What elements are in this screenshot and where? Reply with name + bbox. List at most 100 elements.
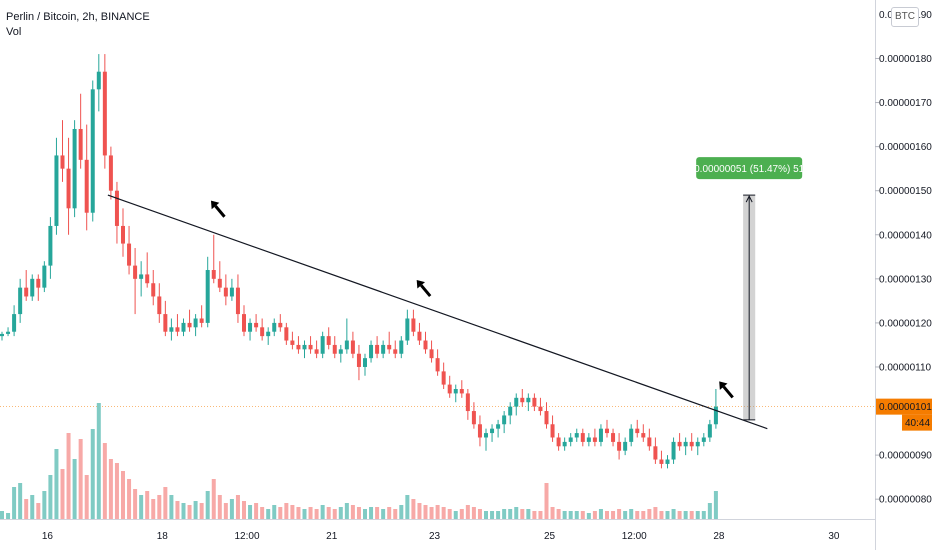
volume-bar: [471, 507, 476, 519]
measure-label-bg: [696, 157, 803, 180]
volume-bar: [0, 511, 4, 519]
candle-body: [84, 159, 89, 213]
volume-bar: [363, 509, 367, 519]
arrow-marker-icon: [416, 279, 432, 298]
volume-bar: [665, 511, 670, 519]
volume-bar: [532, 511, 537, 519]
candle-body: [102, 71, 107, 156]
candle-body: [356, 353, 361, 367]
volume-bar: [242, 501, 246, 519]
candle-body: [490, 428, 495, 434]
volume-bar: [369, 507, 374, 519]
volume-bar: [647, 509, 652, 519]
candle-body: [151, 283, 156, 297]
candle-body: [326, 336, 331, 345]
volume-bar: [568, 511, 573, 519]
arrow-head: [210, 200, 220, 210]
candle-body: [163, 314, 168, 332]
candle-body: [96, 71, 101, 90]
volume-bar: [320, 505, 325, 519]
volume-bar: [326, 507, 331, 519]
candle-body: [562, 441, 567, 447]
candle-body: [617, 441, 622, 451]
volume-bar: [114, 463, 119, 519]
candle-body: [393, 349, 398, 354]
candle-body: [350, 340, 355, 354]
candle-body: [623, 441, 628, 451]
y-tick-label: 0.00000130: [879, 274, 932, 285]
volume-bar: [235, 495, 240, 519]
volume-bar: [393, 509, 398, 519]
candle-body: [459, 389, 464, 394]
measure-label: 0.00000051 (51.47%) 51: [694, 164, 805, 175]
candle-body: [363, 358, 367, 367]
candle-body: [568, 437, 573, 442]
candle-body: [387, 344, 392, 350]
currency-badge[interactable]: BTC: [891, 7, 919, 27]
volume-bar: [350, 505, 355, 519]
candle-body: [278, 322, 283, 328]
volume-bar: [580, 511, 585, 519]
volume-bar: [453, 511, 458, 519]
volume-bar: [556, 509, 561, 519]
volume-bar: [707, 503, 712, 519]
volume-bar: [187, 505, 192, 519]
candle-body: [713, 406, 718, 425]
candle-body: [381, 344, 386, 354]
candle-body: [435, 358, 440, 372]
candle-body: [344, 340, 349, 350]
candle-body: [284, 327, 289, 341]
candle-body: [338, 349, 343, 354]
volume-bar: [266, 509, 271, 519]
volume-bar: [314, 509, 319, 519]
volume-bar: [260, 507, 265, 519]
volume-bar: [248, 505, 253, 519]
volume-bar: [42, 491, 47, 519]
price-axis[interactable]: 0.00000080 0.00000090 0.00000110 0.00000120…: [875, 10, 932, 506]
volume-bar: [84, 475, 89, 519]
volume-bar: [429, 507, 434, 519]
candle-body: [683, 441, 688, 447]
candle-body: [54, 155, 59, 226]
candle-body: [532, 397, 537, 407]
volume-bar: [526, 509, 531, 519]
candle-body: [411, 318, 416, 332]
volume-bar: [72, 459, 77, 519]
volume-bar: [30, 495, 35, 519]
volume-bar: [163, 487, 168, 519]
y-tick-label: 0.00000170: [879, 98, 932, 109]
candle-body: [223, 287, 228, 297]
candle-body: [193, 318, 198, 328]
volume-bar: [641, 511, 646, 519]
volume-bar: [193, 501, 198, 519]
candle-body: [671, 441, 676, 460]
volume-bar: [344, 503, 349, 519]
candle-body: [538, 406, 543, 412]
time-axis[interactable]: 16 18 12:00 21 23 25 12:00 28 30: [42, 531, 840, 542]
candle-body: [181, 322, 186, 332]
candle-body: [229, 287, 234, 297]
volume-bar: [24, 499, 29, 519]
volume-bar: [229, 499, 234, 519]
candle-body: [647, 437, 652, 447]
price-tag-bg: [876, 398, 932, 415]
volume-bar: [48, 475, 53, 519]
volume-bar: [592, 511, 597, 519]
candle-body: [701, 437, 706, 442]
candle-body: [695, 441, 700, 447]
volume-bar: [199, 503, 204, 519]
symbol-title[interactable]: Perlin / Bitcoin, 2h, BINANCE: [6, 11, 150, 23]
volume-bars: [0, 403, 718, 519]
volume-bar: [54, 449, 59, 519]
candle-body: [502, 415, 507, 425]
volume-bar: [477, 509, 482, 519]
volume-bar: [108, 459, 113, 519]
candle-body: [248, 322, 253, 332]
volume-bar: [586, 513, 591, 519]
trendline: [107, 194, 768, 430]
volume-bar: [550, 507, 555, 519]
volume-bar: [223, 503, 228, 519]
x-tick-label: 16: [42, 531, 54, 542]
volume-label[interactable]: Vol: [6, 26, 22, 38]
